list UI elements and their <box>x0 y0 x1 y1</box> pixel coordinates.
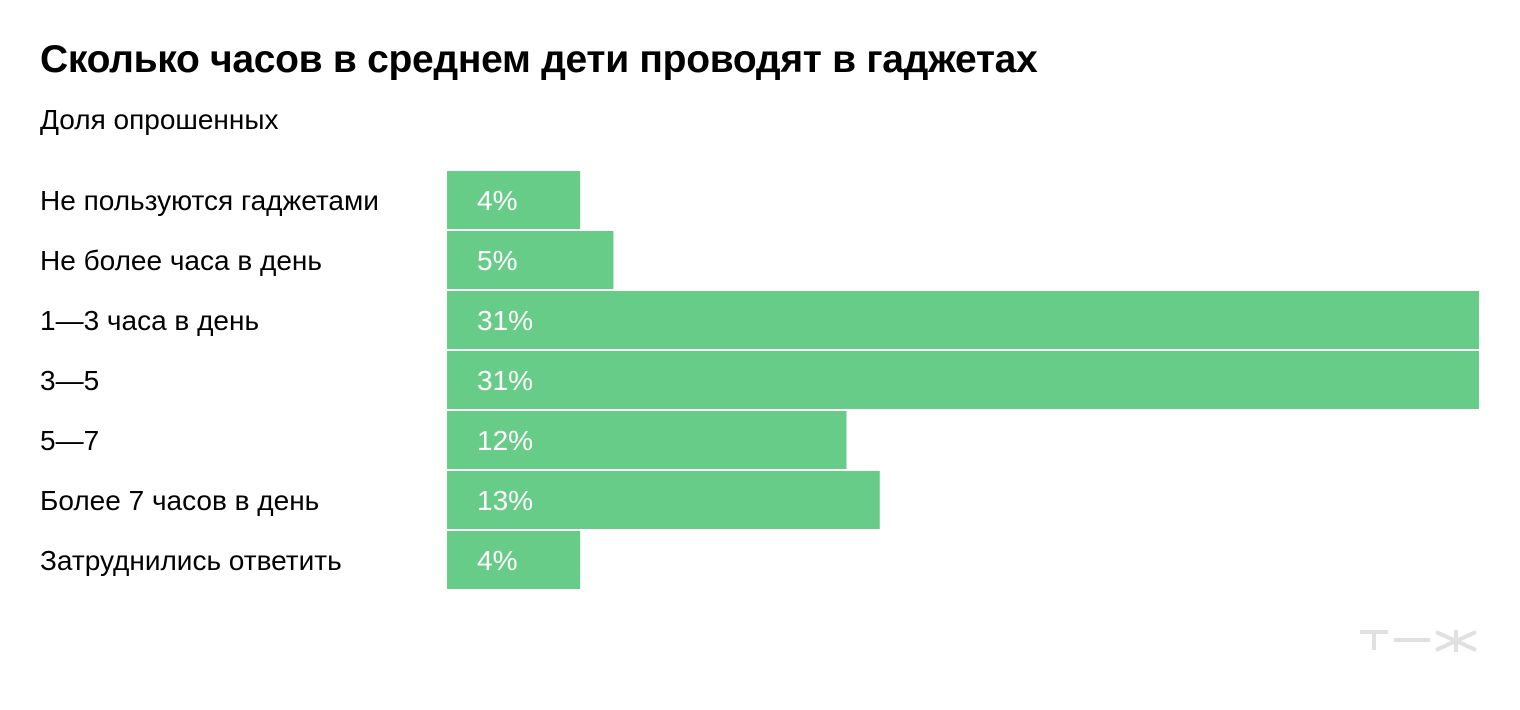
chart-title: Сколько часов в среднем дети проводят в … <box>40 38 1038 81</box>
value-label-5: 13% <box>477 485 533 516</box>
bar-5 <box>447 471 880 529</box>
bar-4 <box>447 411 847 469</box>
category-label-6: Затруднились ответить <box>40 545 342 576</box>
category-label-2: 1—3 часа в день <box>40 305 259 336</box>
category-label-0: Не пользуются гаджетами <box>40 185 379 216</box>
value-label-2: 31% <box>477 305 533 336</box>
category-label-1: Не более часа в день <box>40 245 322 276</box>
bar-3 <box>447 351 1479 409</box>
bar-1 <box>447 231 614 289</box>
category-label-3: 3—5 <box>40 365 99 396</box>
chart-subtitle: Доля опрошенных <box>40 104 279 135</box>
tzh-logo-icon <box>1360 630 1477 652</box>
value-label-0: 4% <box>477 185 517 216</box>
category-label-4: 5—7 <box>40 425 99 456</box>
category-label-5: Более 7 часов в день <box>40 485 319 516</box>
bar-2 <box>447 291 1479 349</box>
value-label-6: 4% <box>477 545 517 576</box>
bar-6 <box>447 531 581 589</box>
value-label-4: 12% <box>477 425 533 456</box>
value-label-1: 5% <box>477 245 517 276</box>
bar-0 <box>447 171 581 229</box>
value-label-3: 31% <box>477 365 533 396</box>
